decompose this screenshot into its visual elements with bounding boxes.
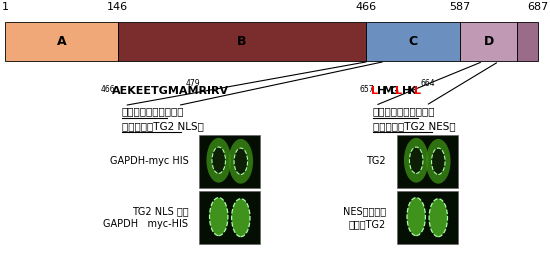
Bar <box>366 22 460 61</box>
Text: D: D <box>483 35 494 48</box>
Text: 664: 664 <box>420 79 434 88</box>
Text: A: A <box>57 35 66 48</box>
Bar <box>460 22 517 61</box>
Text: C: C <box>409 35 418 48</box>
Ellipse shape <box>432 148 445 174</box>
Text: 466: 466 <box>100 86 115 94</box>
Text: TG2 NLS 標識: TG2 NLS 標識 <box>132 207 189 217</box>
Bar <box>199 191 261 244</box>
Bar <box>118 22 366 61</box>
Ellipse shape <box>404 138 428 183</box>
Text: 657: 657 <box>359 86 374 94</box>
Ellipse shape <box>234 148 248 174</box>
Text: NESに変異を: NESに変異を <box>343 207 386 217</box>
Ellipse shape <box>409 147 423 173</box>
Text: シグナル（TG2 NES）: シグナル（TG2 NES） <box>372 121 455 131</box>
Ellipse shape <box>429 199 448 237</box>
Text: TG2: TG2 <box>366 156 386 166</box>
Text: 587: 587 <box>450 2 471 12</box>
Bar <box>199 135 261 188</box>
Text: H: H <box>377 86 386 96</box>
Text: M: M <box>383 86 394 96</box>
Ellipse shape <box>407 198 425 236</box>
Text: L: L <box>414 86 421 96</box>
Text: 687: 687 <box>527 2 548 12</box>
Text: GAPDH-myc HIS: GAPDH-myc HIS <box>109 156 189 166</box>
Text: GAPDH   myc-HIS: GAPDH myc-HIS <box>103 219 189 229</box>
Ellipse shape <box>206 138 231 183</box>
Text: 1: 1 <box>2 2 9 12</box>
Bar <box>5 22 118 61</box>
Text: 今回同定した核内移行: 今回同定した核内移行 <box>122 107 184 117</box>
Bar <box>517 22 538 61</box>
Text: 今回同定した核外移行: 今回同定した核外移行 <box>372 107 435 117</box>
Text: 146: 146 <box>107 2 128 12</box>
Text: G: G <box>389 86 398 96</box>
Text: K: K <box>408 86 416 96</box>
Text: AEKEETGMAMRIRV: AEKEETGMAMRIRV <box>112 86 229 96</box>
Text: B: B <box>237 35 247 48</box>
Text: L: L <box>395 86 403 96</box>
Ellipse shape <box>212 147 225 173</box>
Text: 466: 466 <box>356 2 377 12</box>
Bar <box>397 135 458 188</box>
Ellipse shape <box>210 198 228 236</box>
Ellipse shape <box>229 139 253 184</box>
Bar <box>397 191 458 244</box>
Ellipse shape <box>232 199 250 237</box>
Text: 479: 479 <box>186 79 200 88</box>
Text: シグナル（TG2 NLS）: シグナル（TG2 NLS） <box>122 121 204 131</box>
Text: 入れたTG2: 入れたTG2 <box>349 219 386 229</box>
Text: H: H <box>402 86 411 96</box>
Text: L: L <box>371 86 378 96</box>
Ellipse shape <box>426 139 450 184</box>
